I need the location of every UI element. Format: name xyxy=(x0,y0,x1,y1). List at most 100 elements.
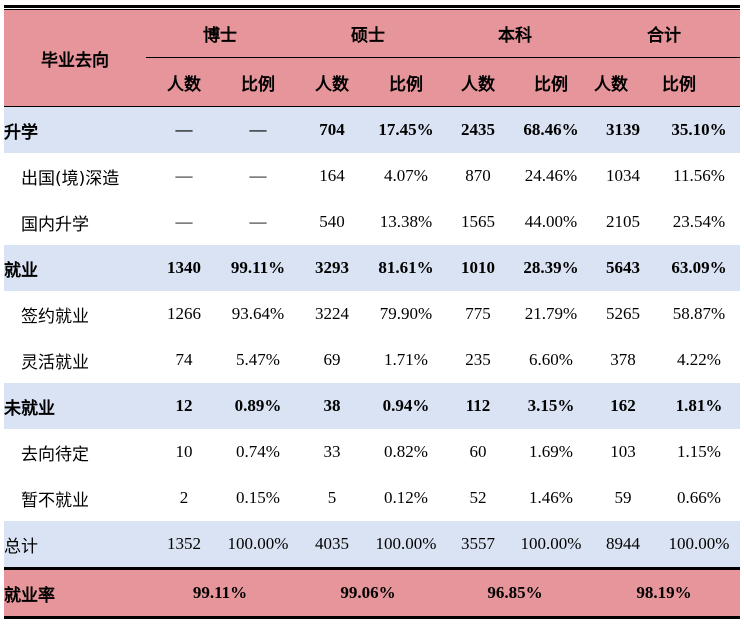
cell: 0.12% xyxy=(384,488,428,507)
cell: 112 xyxy=(465,396,491,415)
row-label: 国内升学 xyxy=(21,214,89,235)
header-row-groups: 毕业去向 博士 硕士 本科 合计 xyxy=(4,10,740,107)
cell: 100.00% xyxy=(520,534,582,553)
cell: — xyxy=(249,120,267,139)
rate-master: 99.06% xyxy=(294,567,442,619)
cell: 17.45% xyxy=(378,120,434,139)
row-label: 出国(境)深造 xyxy=(21,168,120,189)
cell: 775 xyxy=(465,304,491,323)
cell: 8944 xyxy=(606,534,640,553)
rate-doctor: 99.11% xyxy=(146,567,294,619)
cell: 1.71% xyxy=(384,350,428,369)
table-row-domestic-study: 国内升学 — — 540 13.38% 1565 44.00% 2105 23.… xyxy=(4,199,740,245)
table-row-pending: 去向待定 10 0.74% 33 0.82% 60 1.69% 103 1.15… xyxy=(4,429,740,475)
cell: 1.15% xyxy=(677,442,721,461)
employment-destination-table: 毕业去向 博士 硕士 本科 合计 人数 比例 人数 比例 人数 比例 人数 比例… xyxy=(4,10,740,619)
cell: 1352 xyxy=(167,534,201,553)
cell: 63.09% xyxy=(671,258,727,277)
row-label: 升学 xyxy=(4,122,38,143)
employment-destination-table-container: 毕业去向 博士 硕士 本科 合计 人数 比例 人数 比例 人数 比例 人数 比例… xyxy=(4,5,740,619)
row-label: 灵活就业 xyxy=(21,352,89,373)
cell: 378 xyxy=(610,350,636,369)
cell: 1266 xyxy=(167,304,201,323)
cell: 12 xyxy=(175,396,193,415)
cell: 59 xyxy=(614,488,632,507)
cell: 2 xyxy=(179,488,189,507)
cell: — xyxy=(249,166,267,185)
header-group-master: 硕士 xyxy=(294,10,442,58)
cell: — xyxy=(249,212,267,231)
table-row-unemployed: 未就业 12 0.89% 38 0.94% 112 3.15% 162 1.81… xyxy=(4,383,740,429)
cell: 44.00% xyxy=(524,212,578,231)
cell: — xyxy=(175,212,193,231)
cell: 1565 xyxy=(461,212,495,231)
cell: 4.22% xyxy=(677,350,721,369)
table-row-contract-employment: 签约就业 1266 93.64% 3224 79.90% 775 21.79% … xyxy=(4,291,740,337)
cell: 99.11% xyxy=(230,258,286,277)
cell: 1.69% xyxy=(529,442,573,461)
cell: 60 xyxy=(469,442,487,461)
cell: 3224 xyxy=(315,304,349,323)
cell: 13.38% xyxy=(379,212,433,231)
cell: 28.39% xyxy=(523,258,579,277)
cell: 5.47% xyxy=(236,350,280,369)
table-row-flexible-employment: 灵活就业 74 5.47% 69 1.71% 235 6.60% 378 4.2… xyxy=(4,337,740,383)
cell: 93.64% xyxy=(231,304,285,323)
top-double-border xyxy=(4,5,740,10)
cell: 33 xyxy=(323,442,341,461)
cell: 5643 xyxy=(606,258,640,277)
header-row-label: 毕业去向 xyxy=(4,10,146,107)
cell: 235 xyxy=(465,350,491,369)
header-ratio: 比例 xyxy=(370,57,442,107)
cell: 38 xyxy=(323,396,341,415)
cell: 69 xyxy=(323,350,341,369)
cell: 100.00% xyxy=(227,534,289,553)
header-ratio: 比例 xyxy=(514,57,588,107)
header-count: 人数 xyxy=(588,57,658,107)
header-count: 人数 xyxy=(146,57,222,107)
cell: 0.66% xyxy=(677,488,721,507)
cell: — xyxy=(175,166,193,185)
rate-total: 98.19% xyxy=(588,567,740,619)
header-count: 人数 xyxy=(294,57,370,107)
row-label: 未就业 xyxy=(4,398,55,419)
cell: 3557 xyxy=(461,534,495,553)
cell: 10 xyxy=(175,442,193,461)
row-label: 签约就业 xyxy=(21,306,89,327)
header-group-doctor: 博士 xyxy=(146,10,294,58)
header-group-bachelor: 本科 xyxy=(442,10,588,58)
cell: 1.46% xyxy=(529,488,573,507)
cell: 540 xyxy=(319,212,345,231)
row-label: 暂不就业 xyxy=(21,490,89,511)
cell: 0.15% xyxy=(236,488,280,507)
cell: 74 xyxy=(175,350,193,369)
cell: 870 xyxy=(465,166,491,185)
row-label: 就业率 xyxy=(4,567,146,619)
cell: 1.81% xyxy=(675,396,723,415)
cell: 0.82% xyxy=(384,442,428,461)
table-row-not-seeking: 暂不就业 2 0.15% 5 0.12% 52 1.46% 59 0.66% xyxy=(4,475,740,521)
cell: 2435 xyxy=(461,120,495,139)
cell: 1034 xyxy=(606,166,640,185)
table-row-total: 总计 1352 100.00% 4035 100.00% 3557 100.00… xyxy=(4,521,740,569)
cell: 5 xyxy=(327,488,337,507)
header-group-total: 合计 xyxy=(588,10,740,58)
cell: 3139 xyxy=(606,120,640,139)
cell: 81.61% xyxy=(378,258,434,277)
cell: 103 xyxy=(610,442,636,461)
cell: 3293 xyxy=(315,258,349,277)
cell: 35.10% xyxy=(671,120,727,139)
cell: 5265 xyxy=(606,304,640,323)
cell: 0.89% xyxy=(234,396,282,415)
cell: — xyxy=(175,120,193,139)
cell: 21.79% xyxy=(524,304,578,323)
header-ratio: 比例 xyxy=(222,57,294,107)
cell: 52 xyxy=(469,488,487,507)
cell: 164 xyxy=(319,166,345,185)
cell: 0.74% xyxy=(236,442,280,461)
cell: 6.60% xyxy=(529,350,573,369)
cell: 11.56% xyxy=(673,166,725,185)
cell: 4.07% xyxy=(384,166,428,185)
table-row-employment-rate: 就业率 99.11% 99.06% 96.85% 98.19% xyxy=(4,567,740,619)
table-row-study-abroad: 出国(境)深造 — — 164 4.07% 870 24.46% 1034 11… xyxy=(4,153,740,199)
